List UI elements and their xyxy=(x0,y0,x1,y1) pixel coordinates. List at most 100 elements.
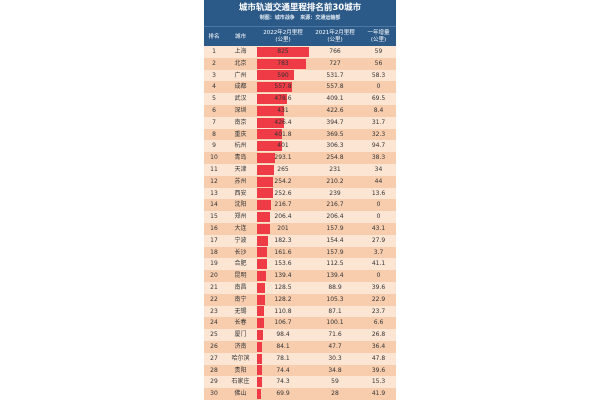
km-2022-cell: 128.5 xyxy=(274,284,292,291)
city-cell: 天津 xyxy=(234,166,247,173)
rank-cell: 17 xyxy=(210,236,218,244)
mileage-bar xyxy=(257,70,295,81)
mileage-bar xyxy=(257,58,307,69)
source-line: 来源：交通运输部 xyxy=(300,15,340,21)
mileage-bar xyxy=(257,200,271,211)
growth-cell: 36.4 xyxy=(371,343,386,350)
km-2021-cell: 30.3 xyxy=(328,354,342,362)
table-row: 6 深圳 431 422.6 8.4 xyxy=(204,105,396,117)
growth-cell: 44 xyxy=(374,177,383,185)
km-2021-cell: 34.8 xyxy=(328,366,342,374)
growth-cell: 56 xyxy=(374,59,383,67)
km-2021-cell: 87.1 xyxy=(328,307,342,315)
km-2021-cell: 394.7 xyxy=(326,118,344,126)
growth-cell: 31.7 xyxy=(371,118,386,126)
city-cell: 杭州 xyxy=(234,142,247,150)
rank-cell: 11 xyxy=(210,166,218,173)
table-row: 10 青岛 293.1 254.8 38.3 xyxy=(204,152,396,164)
mileage-bar xyxy=(257,188,273,199)
rank-cell: 9 xyxy=(212,142,216,150)
km-2022-cell: 401.8 xyxy=(274,130,292,138)
rank-cell: 3 xyxy=(212,71,216,79)
column-header-row: 排名 城市 2022年2月里程 (公里) 2021年2月里程 (公里) 一年增量… xyxy=(204,26,396,47)
km-2021-cell: 216.7 xyxy=(326,201,344,209)
mileage-bar xyxy=(257,105,285,116)
km-2022-cell: 783 xyxy=(277,59,289,67)
city-cell: 济南 xyxy=(234,343,247,350)
growth-cell: 39.6 xyxy=(371,366,386,374)
rank-cell: 26 xyxy=(210,343,218,350)
city-cell: 长春 xyxy=(234,319,247,327)
table-row: 30 佛山 69.9 28 41.9 xyxy=(204,388,396,400)
km-2022-cell: 265 xyxy=(277,166,289,173)
km-2021-cell: 139.4 xyxy=(326,272,344,280)
column-header-2022: 2022年2月里程 (公里) xyxy=(257,27,309,47)
km-2021-cell: 727 xyxy=(329,59,341,67)
growth-cell: 0 xyxy=(376,83,381,91)
km-2022-cell: 110.8 xyxy=(274,307,292,315)
mileage-bar xyxy=(257,129,283,140)
mileage-bar xyxy=(257,117,284,128)
column-header-city-label: 城市 xyxy=(234,33,246,40)
km-2022-cell: 153.6 xyxy=(274,260,292,268)
growth-cell: 47.8 xyxy=(371,354,386,362)
rank-cell: 4 xyxy=(212,83,216,91)
km-2022-cell: 161.6 xyxy=(274,248,292,256)
growth-cell: 0 xyxy=(376,272,381,280)
source-label: 来源： xyxy=(300,15,316,21)
km-2021-cell: 47.7 xyxy=(328,343,342,350)
source-value: 交通运输部 xyxy=(315,15,341,21)
km-2021-cell: 71.6 xyxy=(328,331,342,339)
table-row: 29 石家庄 74.3 59 15.3 xyxy=(204,376,396,389)
city-cell: 广州 xyxy=(234,71,247,79)
rank-cell: 29 xyxy=(210,378,218,386)
km-2022-cell: 74.4 xyxy=(276,366,290,374)
growth-cell: 39.6 xyxy=(371,284,386,291)
mileage-bar xyxy=(257,341,263,352)
column-header-rank: 排名 xyxy=(204,27,224,47)
city-cell: 合肥 xyxy=(234,260,247,268)
table-title: 城市轨道交通里程排名前30城市 xyxy=(238,3,362,13)
growth-cell: 94.7 xyxy=(371,142,386,150)
rank-cell: 25 xyxy=(210,331,218,339)
growth-cell: 41.9 xyxy=(371,390,386,398)
km-2021-cell: 59 xyxy=(331,378,339,386)
city-cell: 青岛 xyxy=(234,154,247,162)
column-header-growth-line1: 一年增量 xyxy=(367,30,390,36)
city-cell: 南宁 xyxy=(234,295,247,303)
mileage-bar xyxy=(257,318,264,329)
km-2022-cell: 590 xyxy=(277,71,289,79)
km-2021-cell: 28 xyxy=(331,390,339,398)
km-2022-cell: 69.9 xyxy=(276,390,290,398)
table-row: 8 重庆 401.8 369.5 32.3 xyxy=(204,128,396,141)
growth-cell: 0 xyxy=(376,201,381,209)
km-2022-cell: 78.1 xyxy=(276,354,290,362)
rank-cell: 20 xyxy=(210,272,218,280)
column-header-2022-line2: (公里) xyxy=(275,37,291,43)
table-row: 3 广州 590 531.7 58.3 xyxy=(204,69,396,82)
table-row: 26 济南 84.1 47.7 36.4 xyxy=(204,341,396,353)
km-2022-cell: 206.4 xyxy=(274,213,292,221)
table-row: 12 苏州 254.2 210.2 44 xyxy=(204,175,396,188)
growth-cell: 34 xyxy=(374,166,383,173)
mileage-bar xyxy=(257,212,270,223)
mileage-bar xyxy=(257,247,268,258)
rank-cell: 6 xyxy=(212,107,216,114)
city-cell: 重庆 xyxy=(234,130,247,138)
rank-cell: 16 xyxy=(210,225,218,232)
mileage-bar xyxy=(257,365,262,376)
km-2021-cell: 210.2 xyxy=(326,177,344,185)
growth-cell: 38.3 xyxy=(371,154,386,162)
table-row: 19 合肥 153.6 112.5 41.1 xyxy=(204,258,396,271)
km-2022-cell: 106.7 xyxy=(274,319,292,327)
rank-cell: 10 xyxy=(210,154,218,162)
city-cell: 长沙 xyxy=(234,248,247,256)
credit-value: 城市战争 xyxy=(274,15,295,21)
city-cell: 大连 xyxy=(234,225,247,232)
table-row: 7 南京 426.4 394.7 31.7 xyxy=(204,116,396,129)
km-2021-cell: 306.3 xyxy=(326,142,344,150)
km-2021-cell: 409.1 xyxy=(326,95,344,103)
km-2022-cell: 139.4 xyxy=(274,272,292,280)
km-2022-cell: 128.2 xyxy=(274,295,292,303)
growth-cell: 59 xyxy=(374,48,383,55)
